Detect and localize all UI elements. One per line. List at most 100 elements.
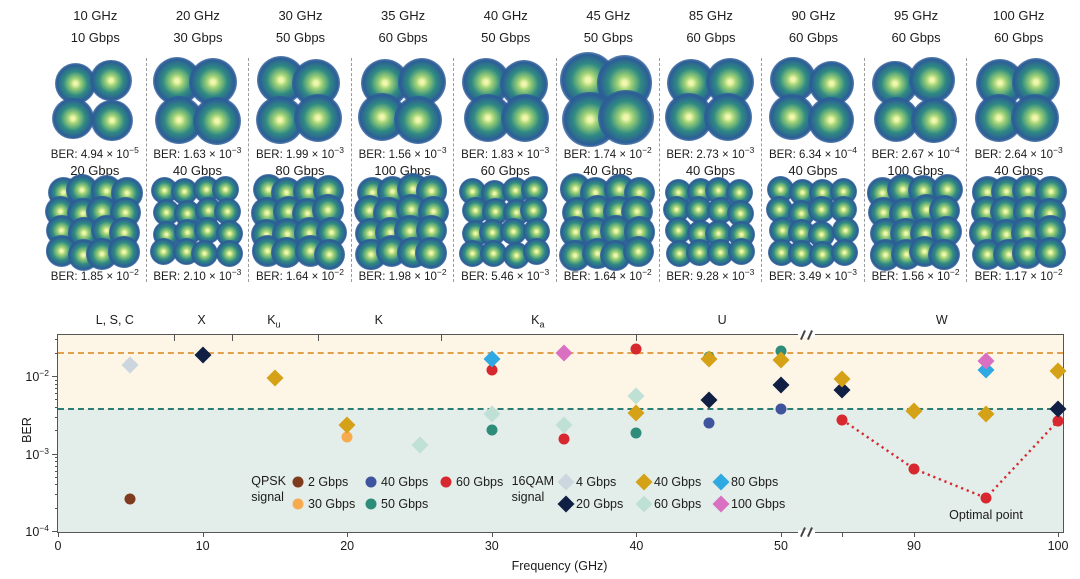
constellation-blob [212, 175, 240, 203]
panel-rate-label: 60 Gbps [378, 30, 428, 45]
point-QPSK-60Gbps [486, 364, 498, 376]
qam16-ber-label: BER: 5.46 × 10−3 [461, 267, 550, 283]
constellation-blob [216, 239, 244, 267]
panel-header: 10 GHz 10 Gbps [44, 4, 147, 56]
x-tick [1058, 532, 1059, 537]
panel-rate-label: 60 Gbps [788, 30, 839, 45]
panel-rate-label: 80 Gbps [275, 163, 325, 178]
qam16-ber-label: BER: 2.10 × 10−3 [153, 267, 242, 283]
panel-frequency-label: 30 GHz [278, 8, 323, 23]
constellation-blob [728, 237, 756, 265]
qam16-constellation [969, 174, 1067, 271]
qam16-ber-label: BER: 1.17 × 10−2 [974, 267, 1063, 283]
x-tick-label: 20 [340, 539, 355, 553]
qpsk-ber-label: BER: 1.63 × 10−3 [153, 145, 242, 161]
y-minor-tick [54, 393, 58, 395]
constellation-blob [500, 94, 549, 143]
panel-frequency-label: 20 GHz [175, 8, 220, 23]
qam16-ber-label: BER: 3.49 × 10−3 [768, 267, 857, 283]
constellation-blob [623, 235, 655, 267]
panel-frequency-label: 45 GHz [586, 8, 631, 23]
qpsk-constellation [461, 58, 549, 143]
legend-marker-50Gbps [365, 498, 377, 510]
legend-label-4Gbps: 4 Gbps [576, 475, 617, 489]
panel-rate-label: 60 Gbps [994, 30, 1044, 45]
panel-rate-label: 40 Gbps [172, 163, 222, 178]
y-tick-label: 10−4 [25, 522, 49, 540]
panel-rate-label: 40 Gbps [685, 163, 735, 178]
band-label-X: X [197, 313, 206, 327]
legend-marker-40Gbps [365, 476, 377, 488]
legend-label-20Gbps: 20 Gbps [576, 497, 624, 511]
qam16-constellation [459, 175, 551, 269]
legend-label-100Gbps: 100 Gbps [731, 497, 786, 511]
constellation-blob [192, 96, 241, 145]
x-tick [636, 532, 638, 537]
panel-header: 100 GHz 60 Gbps [967, 4, 1070, 56]
x-tick [58, 532, 59, 537]
qpsk-ber-label: BER: 6.34 × 10−4 [768, 145, 857, 161]
constellation-blob [523, 238, 551, 266]
panel-body: BER: 1.56 × 10−3 100 Gbps BER: 1.98 × 10−2 [352, 57, 455, 283]
panel-rate-label: 10 Gbps [70, 30, 120, 45]
band-label-LSC: L, S, C [95, 313, 134, 327]
panel-header: 85 GHz 60 Gbps [660, 4, 763, 56]
constellation-blob [293, 94, 342, 143]
y-minor-tick [54, 470, 58, 472]
constellation-blob [1035, 236, 1067, 269]
legend-label-80Gbps: 80 Gbps [731, 475, 779, 489]
panel-rate-label: 50 Gbps [481, 30, 531, 45]
panel-frequency-label: 40 GHz [483, 8, 528, 23]
band-label-K: Ku [267, 313, 281, 330]
x-tick-label: 100 [1047, 539, 1069, 553]
constellation-blob [598, 89, 655, 146]
constellation-blob [55, 62, 97, 104]
point-QPSK-60Gbps [980, 492, 992, 504]
qpsk-ber-label: BER: 1.99 × 10−3 [255, 145, 344, 161]
legend-label-40Gbps: 40 Gbps [654, 475, 702, 489]
band-boundary-tick [636, 335, 638, 341]
point-QPSK-50Gbps [486, 424, 498, 436]
constellation-blob [808, 240, 836, 268]
point-QPSK-30Gbps [341, 431, 353, 443]
y-tick-label: 10−2 [25, 367, 49, 385]
qam16-ber-label: BER: 9.28 × 10−3 [666, 267, 755, 283]
ber-scatter-plot: 10−2 10−3 10−4 0 10 20 30 40 50 90 100 Optimal poin… [25, 330, 1068, 553]
panel-column-30GHz: 30 GHz 50 Gbps BER: 1.99 × 10−3 80 Gbps BER:… [249, 4, 352, 283]
qam16-constellation [559, 173, 656, 271]
frequency-band-axis: L, S, C X Ku K Ka U W [57, 311, 1062, 331]
legend-label-60Gbps: 60 Gbps [456, 475, 504, 489]
x-tick-label: 50 [774, 539, 788, 553]
constellation-blob [808, 97, 854, 143]
panel-frequency-label: 85 GHz [688, 8, 733, 23]
qpsk-constellation [974, 58, 1062, 143]
constellation-blob [394, 96, 443, 145]
legend-group-16QAM: 16QAM signal [511, 474, 554, 504]
x-tick-label: 30 [484, 539, 499, 553]
legend-marker-60Gbps [440, 476, 452, 488]
constellation-blob [703, 92, 752, 141]
x-tick [491, 532, 493, 537]
y-minor-tick [54, 416, 58, 418]
x-axis-label: Frequency (GHz) [511, 559, 608, 573]
point-QPSK-60Gbps [558, 433, 570, 445]
qam16-constellation [866, 173, 964, 271]
x-tick-label: 10 [195, 539, 210, 553]
qpsk-ber-label: BER: 1.56 × 10−3 [358, 145, 447, 161]
band-boundary-tick [231, 335, 233, 341]
panel-column-40GHz: 40 GHz 50 Gbps BER: 1.83 × 10−3 60 Gbps BER:… [454, 4, 557, 283]
qpsk-ber-label: BER: 2.73 × 10−3 [666, 145, 755, 161]
qpsk-constellation [52, 58, 138, 142]
qpsk-constellation [358, 57, 446, 145]
panel-body: BER: 1.83 × 10−3 60 Gbps BER: 5.46 × 10−3 [454, 58, 557, 283]
panel-body: BER: 6.34 × 10−4 40 Gbps BER: 3.49 × 10−3 [762, 56, 865, 283]
qpsk-ber-label: BER: 1.83 × 10−3 [461, 145, 550, 161]
panel-body: BER: 1.74 × 10−2 40 Gbps BER: 1.64 × 10−2 [557, 51, 660, 283]
qpsk-constellation [769, 56, 856, 143]
constellation-blob [52, 97, 94, 139]
panel-frequency-label: 10 GHz [73, 8, 118, 23]
legend-label-40Gbps: 40 Gbps [381, 475, 429, 489]
qpsk-constellation [255, 55, 343, 144]
constellation-blob [90, 60, 132, 102]
panel-frequency-label: 90 GHz [791, 8, 836, 23]
